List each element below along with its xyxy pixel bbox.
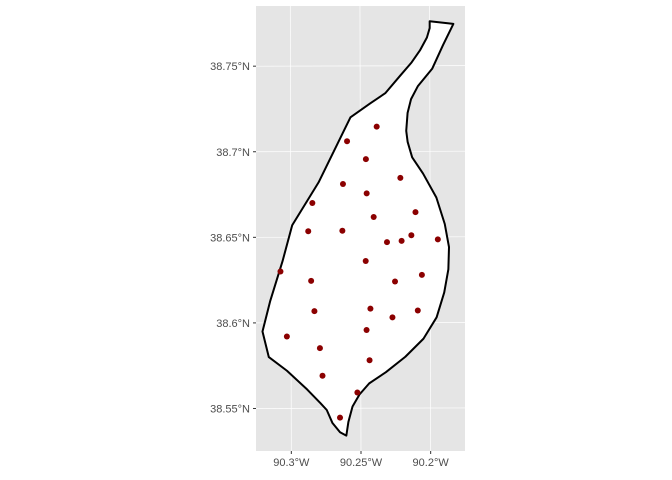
location-point — [383, 239, 390, 246]
location-point — [398, 237, 405, 244]
location-point — [363, 326, 370, 333]
location-point — [414, 307, 421, 314]
location-point — [305, 228, 312, 235]
location-point — [354, 389, 361, 396]
location-point — [362, 156, 369, 163]
city-boundary-outline — [261, 20, 455, 437]
location-point — [434, 236, 441, 243]
location-point — [362, 258, 369, 265]
location-point — [277, 268, 284, 275]
x-tick-label: 90.3°W — [273, 457, 310, 469]
x-tick-label: 90.2°W — [413, 457, 450, 469]
location-points — [277, 123, 441, 421]
location-point — [389, 314, 396, 321]
location-point — [316, 345, 323, 352]
location-point — [397, 174, 404, 181]
latitude-grid-line — [256, 65, 465, 67]
location-point — [408, 232, 415, 239]
x-tick-label: 90.25°W — [340, 457, 383, 469]
location-point — [418, 271, 425, 278]
y-tick-label: 38.6°N — [216, 318, 250, 330]
location-point — [366, 357, 373, 364]
y-tick-label: 38.65°N — [210, 232, 250, 244]
axis-tick-labels: 90.3°W 90.25°W 90.2°W 38.55°N 38.6°N 38.65°N 3… — [210, 61, 449, 469]
location-point — [363, 190, 370, 197]
location-point — [311, 308, 318, 315]
location-point — [283, 333, 290, 340]
y-tick-label: 38.7°N — [216, 147, 250, 159]
location-point — [412, 209, 419, 216]
location-point — [373, 123, 380, 130]
y-tick-label: 38.55°N — [210, 403, 250, 415]
location-point — [367, 305, 374, 312]
location-point — [319, 372, 326, 379]
latitude-grid-line — [256, 407, 465, 409]
location-point — [339, 227, 346, 234]
location-point — [344, 138, 351, 145]
axis-ticks — [253, 65, 432, 454]
location-point — [392, 278, 399, 285]
location-point — [308, 277, 315, 284]
location-point — [309, 199, 316, 206]
location-point — [337, 414, 344, 421]
location-point — [370, 213, 377, 220]
y-tick-label: 38.75°N — [210, 61, 250, 73]
location-point — [339, 181, 346, 188]
